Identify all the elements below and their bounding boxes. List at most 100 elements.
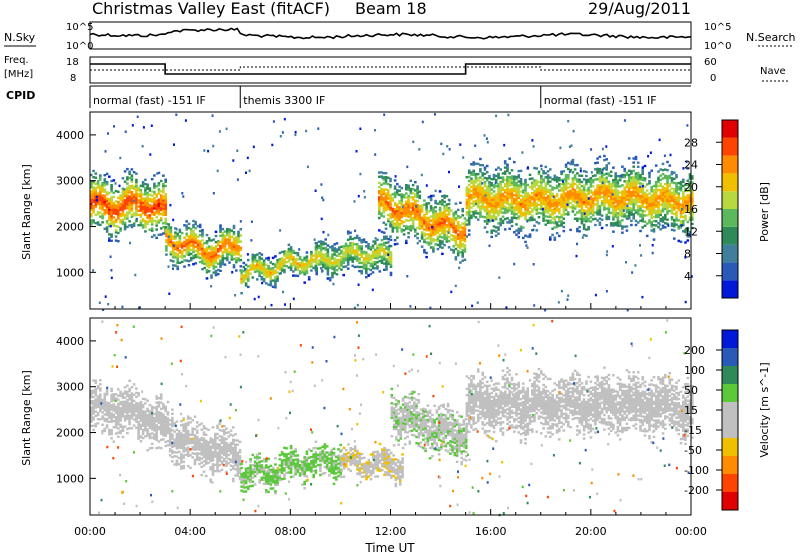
heatmap-cell [139,184,143,188]
heatmap-cell [553,203,557,206]
heatmap-cell [553,174,557,177]
heatmap-cell [436,221,440,224]
heatmap-cell [207,237,211,240]
heatmap-cell [600,185,604,188]
heatmap-cell [594,190,597,194]
heatmap-cell [510,202,514,205]
heatmap-cell [686,208,690,211]
heatmap-cell [391,211,395,215]
heatmap-cell [443,243,446,247]
heatmap-cell [641,226,644,229]
heatmap-cell [389,194,392,197]
heatmap-cell [621,206,624,210]
heatmap-cell [331,265,334,268]
heatmap-cell [476,301,479,304]
heatmap-cell [582,170,586,173]
heatmap-cell [479,190,482,194]
heatmap-cell [492,194,496,197]
heatmap-cell [167,239,170,243]
heatmap-cell [90,213,93,216]
heatmap-cell [438,190,442,193]
heatmap-cell [194,220,197,224]
heatmap-cell [139,209,143,212]
heatmap-cell [479,180,482,183]
heatmap-cell [501,197,505,200]
heatmap-cell [416,226,419,229]
heatmap-cell [117,415,120,418]
freq-label: Freq. [4,55,29,66]
heatmap-cell [398,226,401,230]
heatmap-cell [585,205,588,209]
heatmap-cell [438,214,442,218]
heatmap-cell [510,183,514,186]
heatmap-cell [562,199,566,202]
heatmap-cell [103,227,107,230]
heatmap-cell [461,214,464,217]
heatmap-cell [583,212,586,215]
heatmap-cell [355,251,359,254]
heatmap-cell [503,209,507,213]
heatmap-cell [139,413,143,416]
heatmap-cell [666,177,669,180]
heatmap-cell [287,249,291,253]
heatmap-cell [571,191,575,195]
heatmap-cell [454,243,458,247]
heatmap-cell [590,148,593,151]
heatmap-cell [301,262,304,266]
heatmap-cell [501,199,505,202]
heatmap-cell [353,253,357,256]
heatmap-cell [218,130,221,133]
heatmap-cell [126,427,129,431]
heatmap-cell [621,231,624,234]
heatmap-cell [380,187,383,191]
heatmap-cell [315,270,318,274]
heatmap-cell [594,211,597,214]
heatmap-cell [626,204,629,208]
heatmap-cell [249,264,252,267]
heatmap-cell [105,411,109,415]
heatmap-cell [148,218,152,221]
heatmap-cell [632,186,635,189]
heatmap-cell [212,254,216,258]
heatmap-cell [675,200,678,204]
heatmap-cell [573,192,577,196]
heatmap-cell [513,210,516,213]
heatmap-cell [684,204,687,207]
heatmap-cell [418,215,422,218]
heatmap-cell [153,203,156,206]
heatmap-cell [596,167,599,171]
heatmap-cell [560,183,563,186]
heatmap-cell [418,211,422,214]
heatmap-cell [540,208,543,211]
heatmap-cell [405,184,408,187]
heatmap-cell [472,163,475,166]
heatmap-cell [146,222,149,226]
heatmap-cell [385,235,388,238]
heatmap-cell [333,243,336,246]
heatmap-cell [555,203,559,206]
heatmap-cell [164,217,167,221]
heatmap-cell [139,205,143,208]
heatmap-cell [607,184,611,188]
heatmap-cell [157,182,161,185]
heatmap-cell [625,186,629,189]
heatmap-cell [632,182,635,185]
heatmap-cell [137,431,140,434]
heatmap-cell [123,400,127,403]
heatmap-cell [508,157,511,160]
heatmap-cell [436,216,440,220]
heatmap-cell [283,264,286,268]
heatmap-cell [664,193,667,196]
heatmap-cell [501,215,505,218]
heatmap-cell [146,428,149,431]
heatmap-cell [340,256,343,259]
heatmap-cell [409,229,413,232]
heatmap-cell [371,288,374,292]
heatmap-cell [400,199,404,202]
heatmap-cell [416,232,419,236]
heatmap-cell [585,189,588,192]
heatmap-cell [114,393,118,396]
heatmap-cell [429,229,433,233]
heatmap-cell [661,199,665,203]
heatmap-cell [146,420,149,423]
